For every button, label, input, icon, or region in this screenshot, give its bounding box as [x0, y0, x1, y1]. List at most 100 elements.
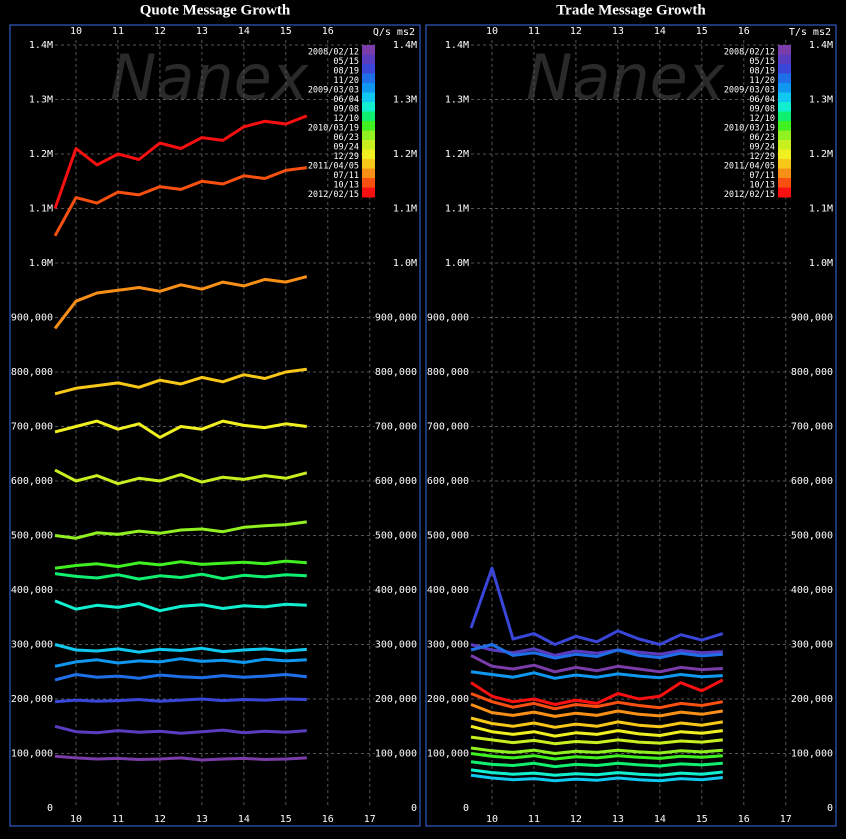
x-tick-label: 16 — [322, 814, 334, 825]
legend-label: 2008/02/12 — [724, 47, 775, 57]
x-tick-label: 11 — [112, 814, 124, 825]
y2-tick-label: 500,000 — [791, 531, 833, 542]
legend-swatch — [362, 130, 375, 141]
y-tick-label: 600,000 — [11, 476, 53, 487]
legend-swatch — [778, 130, 791, 141]
x-tick-label: 14 — [238, 814, 250, 825]
series-line — [470, 752, 723, 761]
legend-label: 06/04 — [333, 95, 359, 105]
x-tick-label: 13 — [196, 814, 208, 825]
legend-label: 11/20 — [333, 76, 359, 86]
y-tick-label: 900,000 — [11, 313, 53, 324]
legend-label: 2008/02/12 — [308, 47, 359, 57]
y2-tick-label: 100,000 — [791, 749, 833, 760]
legend-label: 08/19 — [749, 66, 775, 76]
x-tick-label: 11 — [528, 814, 540, 825]
x-tick-label-top: 15 — [696, 26, 708, 37]
y-tick-label: 1.3M — [29, 95, 53, 106]
chart-title: Trade Message Growth — [556, 2, 706, 18]
series-line — [53, 275, 308, 330]
legend-swatch — [778, 187, 791, 198]
y-tick-label: 800,000 — [427, 367, 469, 378]
y-tick-label: 200,000 — [427, 694, 469, 705]
y-tick-label: 400,000 — [427, 585, 469, 596]
legend-swatch — [778, 102, 791, 112]
series-line — [54, 520, 307, 540]
legend-swatch — [778, 92, 791, 103]
y-tick-label: 1.1M — [29, 204, 53, 215]
series-line — [53, 166, 307, 237]
legend-label: 2011/04/05 — [724, 161, 775, 171]
y2-tick-label: 300,000 — [791, 640, 833, 651]
legend-swatch — [362, 54, 375, 65]
y2-tick-label: 1.1M — [393, 204, 417, 215]
legend-label: 12/29 — [749, 152, 775, 162]
y2-tick-label: 600,000 — [375, 476, 417, 487]
x-tick-label-top: 16 — [322, 26, 334, 37]
y-tick-label: 800,000 — [11, 367, 53, 378]
y2-tick-label: 1.3M — [393, 95, 417, 106]
legend-title: Q/s ms2 — [373, 27, 415, 38]
y2-tick-label: 0 — [411, 803, 417, 814]
y-tick-label: 100,000 — [427, 749, 469, 760]
legend-swatch — [362, 102, 375, 112]
legend-swatch — [362, 168, 375, 179]
series-line — [470, 773, 723, 783]
legend-swatch — [362, 121, 375, 131]
legend-swatch — [778, 45, 791, 55]
y-tick-label: 900,000 — [427, 313, 469, 324]
legend-swatch — [362, 140, 375, 150]
series-line — [54, 754, 307, 762]
legend-swatch — [778, 149, 791, 160]
y2-tick-label: 100,000 — [375, 749, 417, 760]
y-tick-label: 500,000 — [427, 531, 469, 542]
y2-tick-label: 700,000 — [791, 422, 833, 433]
x-tick-label-top: 10 — [70, 26, 82, 37]
series-line — [54, 657, 307, 668]
x-tick-label-top: 16 — [738, 26, 750, 37]
y2-tick-label: 1.0M — [393, 258, 417, 269]
legend-label: 12/10 — [333, 114, 359, 124]
y-tick-label: 300,000 — [427, 640, 469, 651]
legend-swatch — [362, 178, 375, 188]
series-line — [470, 716, 724, 729]
legend-swatch — [362, 159, 375, 169]
series-line — [470, 643, 723, 660]
series-line — [470, 703, 724, 718]
y2-tick-label: 1.1M — [809, 204, 833, 215]
y2-tick-label: 200,000 — [791, 694, 833, 705]
y2-tick-label: 0 — [827, 803, 833, 814]
chart-panel: Trade Message Growth Nanex 0 0 100,000 100,00… — [425, 2, 837, 827]
y2-tick-label: 200,000 — [375, 694, 417, 705]
x-tick-label: 13 — [612, 814, 624, 825]
y2-tick-label: 1.3M — [809, 95, 833, 106]
legend-label: 05/15 — [749, 57, 775, 67]
y-tick-label: 1.2M — [445, 149, 469, 160]
watermark: Nanex — [526, 41, 726, 114]
y2-tick-label: 300,000 — [375, 640, 417, 651]
legend-swatch — [778, 64, 791, 74]
x-tick-label-top: 12 — [570, 26, 582, 37]
chart-title: Quote Message Growth — [140, 2, 291, 18]
y2-tick-label: 600,000 — [791, 476, 833, 487]
x-tick-label: 12 — [570, 814, 582, 825]
y2-tick-label: 400,000 — [375, 585, 417, 596]
y-tick-label: 1.0M — [445, 258, 469, 269]
y2-tick-label: 700,000 — [375, 422, 417, 433]
y2-tick-label: 900,000 — [791, 313, 833, 324]
x-tick-label: 10 — [486, 814, 498, 825]
x-tick-label: 17 — [364, 814, 376, 825]
series-line — [470, 678, 724, 706]
y-tick-label: 1.4M — [445, 40, 469, 51]
y-tick-label: 1.3M — [445, 95, 469, 106]
legend-swatch — [778, 121, 791, 131]
y-tick-label: 300,000 — [11, 640, 53, 651]
panel-frame — [9, 24, 421, 827]
legend-label: 06/23 — [749, 133, 775, 143]
y-tick-label: 700,000 — [11, 422, 53, 433]
legend-label: 10/13 — [749, 180, 775, 190]
series-line — [53, 114, 308, 209]
series-line — [54, 367, 307, 396]
